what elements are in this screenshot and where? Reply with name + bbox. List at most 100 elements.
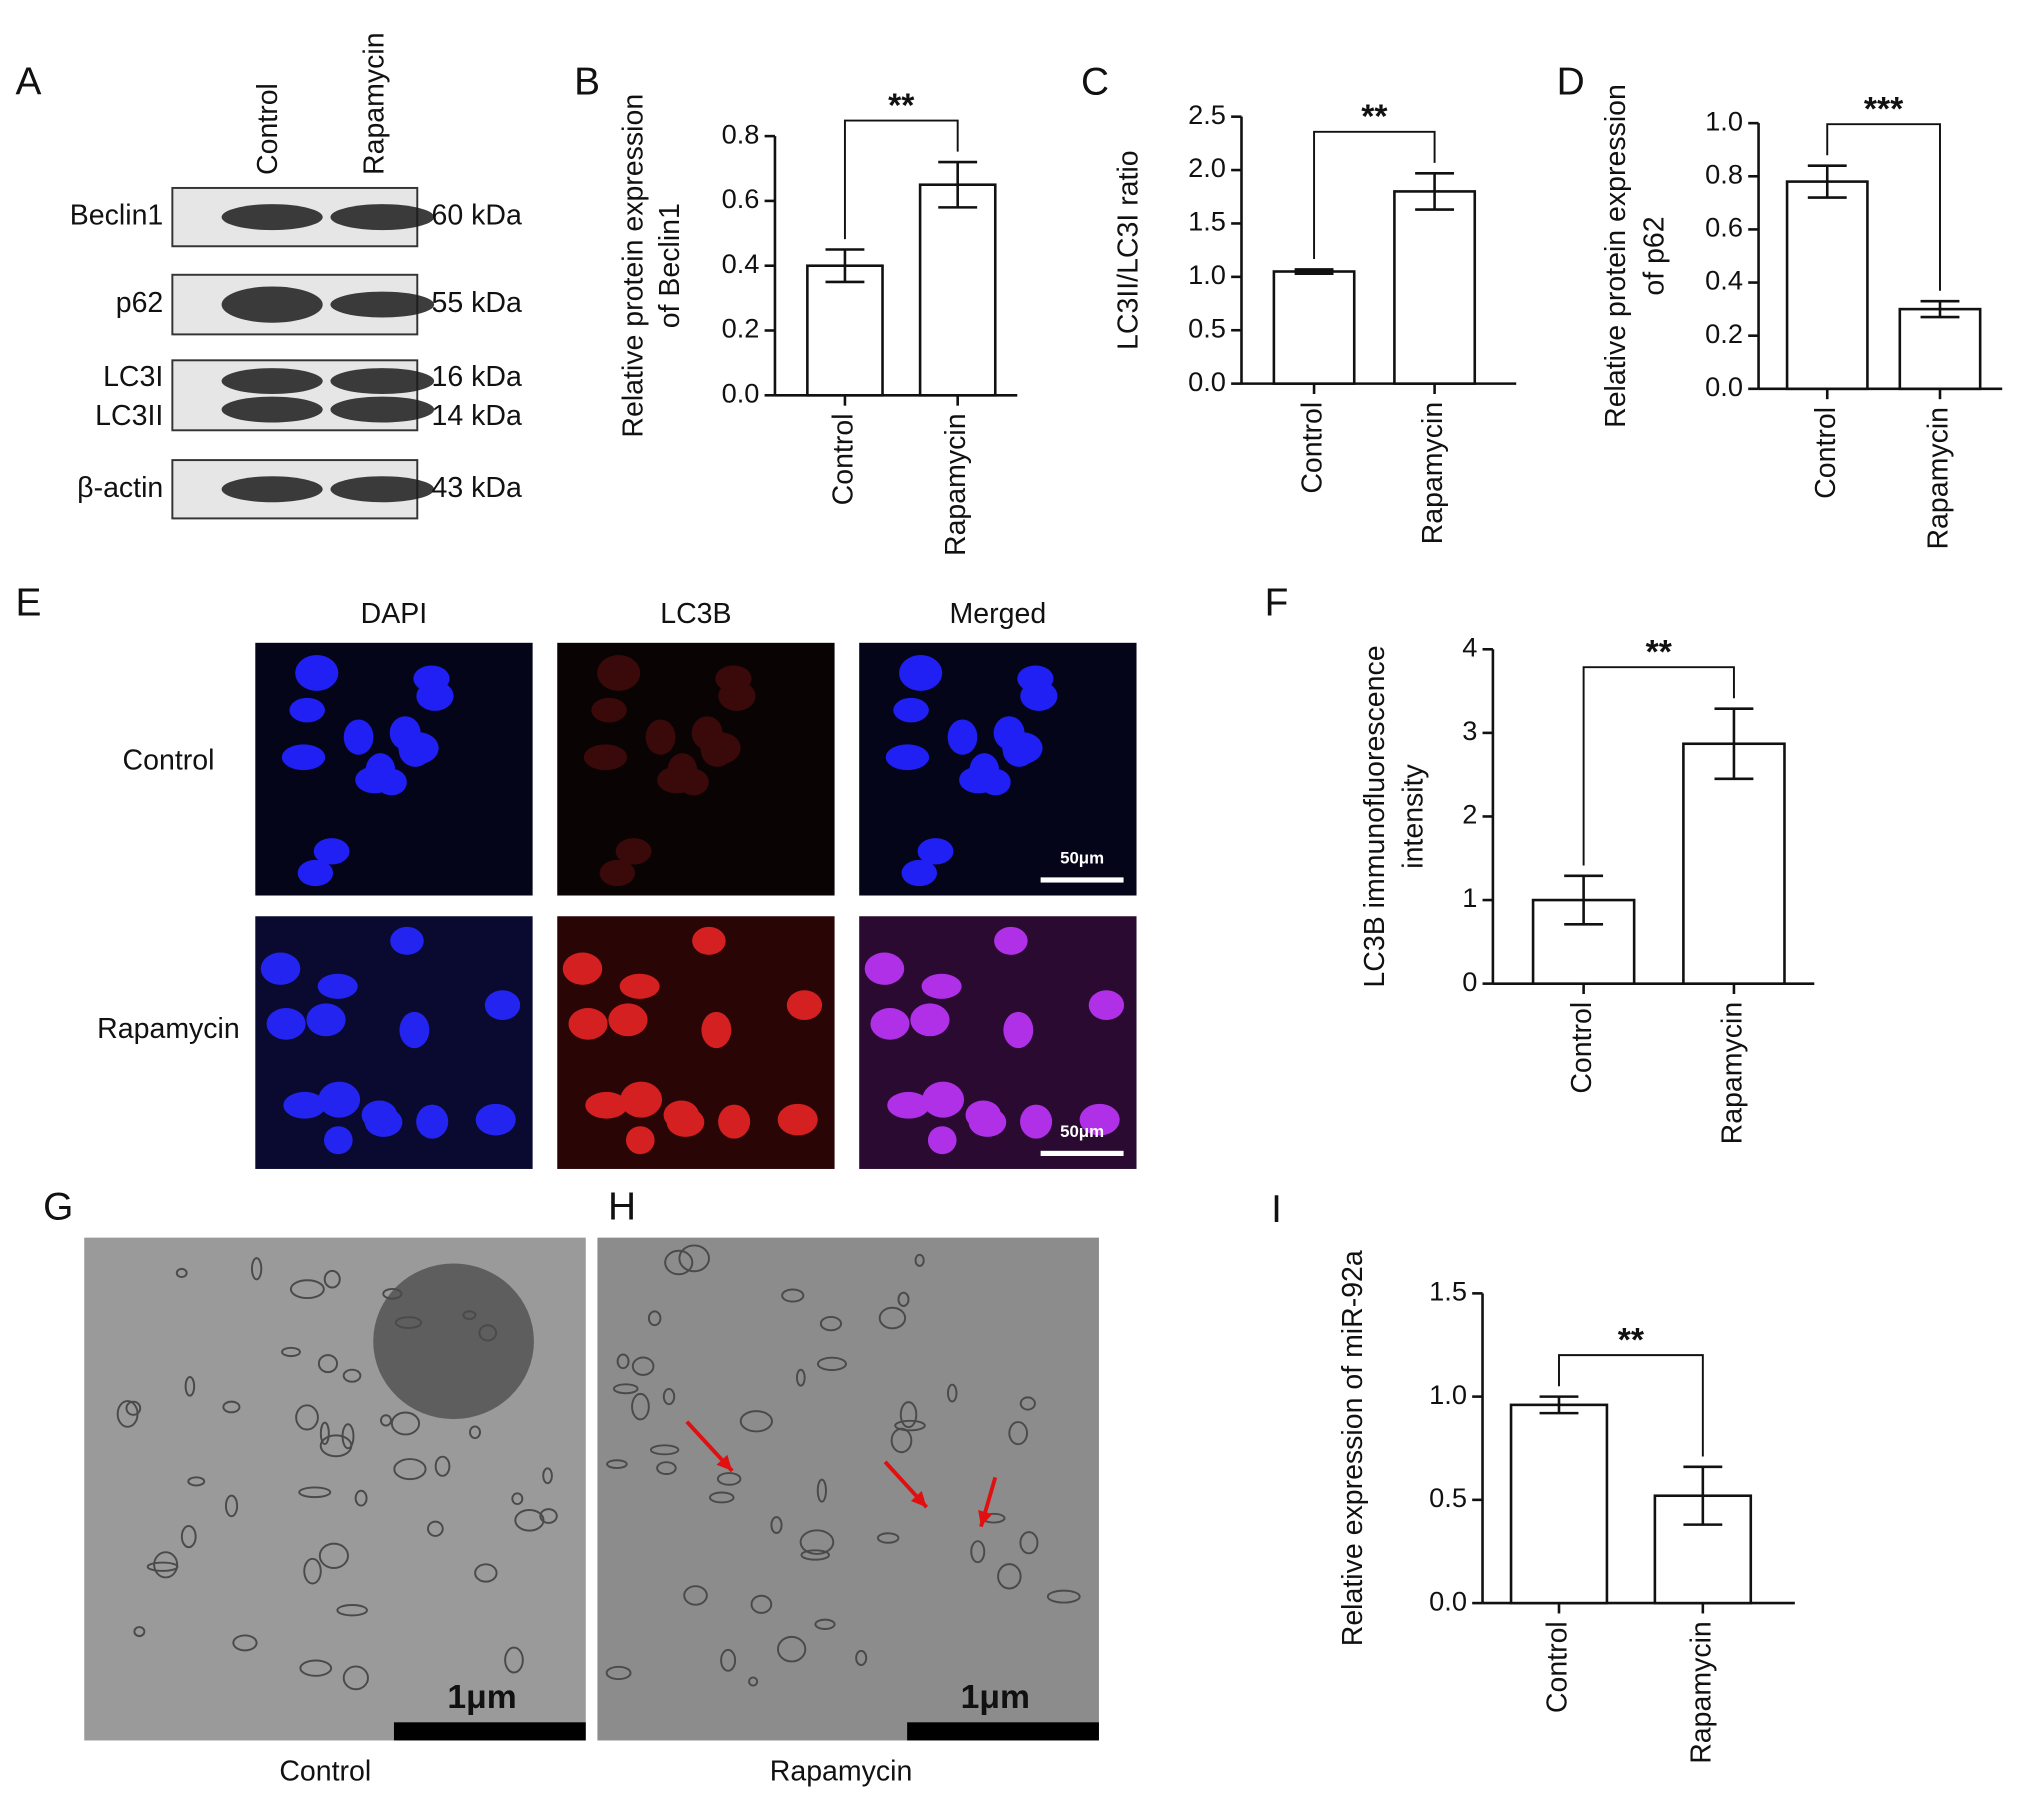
- organelle: [434, 1455, 451, 1477]
- y-tick-label: 1.0: [1429, 1379, 1467, 1410]
- protein-label: LC3I: [103, 361, 163, 393]
- organelle: [878, 1306, 907, 1330]
- organelle: [125, 1400, 142, 1416]
- y-axis-label: of p62: [1639, 216, 1671, 295]
- nucleus: [921, 973, 962, 999]
- organelle: [876, 1532, 900, 1544]
- significance-label: **: [1646, 634, 1673, 671]
- bar: [1393, 190, 1477, 385]
- blot-band: [330, 476, 435, 503]
- organelle: [716, 1472, 742, 1486]
- significance-bracket: [1558, 1354, 1704, 1457]
- organelle: [542, 1467, 553, 1485]
- em-caption: Control: [279, 1755, 371, 1787]
- nucleus: [266, 1007, 306, 1040]
- blot-band: [221, 368, 323, 394]
- significance-bracket: [843, 119, 959, 240]
- organelle: [281, 1346, 301, 1358]
- panel-label: I: [1271, 1188, 1282, 1231]
- organelle: [379, 1414, 392, 1427]
- organelle: [474, 1563, 498, 1583]
- y-axis-label: LC3B immunofluorescence: [1359, 645, 1391, 987]
- protein-label: p62: [116, 287, 164, 319]
- organelle: [605, 1665, 632, 1681]
- y-tick-label: 0.6: [1705, 212, 1743, 243]
- y-tick-label: 0.0: [1429, 1585, 1467, 1616]
- scale-bar-label: 1μm: [447, 1679, 516, 1716]
- organelle: [250, 1257, 263, 1281]
- x-tick-label: Control: [1566, 1002, 1598, 1094]
- organelle: [897, 1291, 910, 1307]
- nucleus: [922, 1081, 965, 1118]
- nucleus: [645, 719, 676, 755]
- organelle: [816, 1478, 827, 1503]
- organelle: [683, 1585, 708, 1606]
- x-tick-label: Control: [827, 413, 859, 505]
- organelle: [814, 1618, 836, 1630]
- organelle: [224, 1494, 239, 1518]
- nucleus: [718, 681, 756, 711]
- organelle: [390, 1411, 421, 1436]
- organelle: [647, 1310, 662, 1327]
- nucleus: [599, 859, 636, 887]
- organelle: [511, 1492, 524, 1506]
- nucleus: [364, 1107, 403, 1137]
- scale-bar-label: 1μm: [961, 1679, 1030, 1716]
- y-tick-label: 0.4: [722, 248, 760, 279]
- organelle: [855, 1649, 868, 1667]
- size-label: 55 kDa: [432, 287, 522, 319]
- organelle: [342, 1368, 362, 1383]
- panel-label: G: [43, 1185, 73, 1228]
- protein-label: LC3II: [95, 400, 163, 432]
- organelle: [354, 1489, 368, 1507]
- organelle: [336, 1604, 368, 1617]
- nucleus: [324, 1126, 353, 1155]
- organelle: [720, 1648, 737, 1672]
- organelle: [462, 1310, 477, 1321]
- blot-band: [221, 396, 323, 423]
- bar: [1785, 180, 1869, 391]
- bar: [806, 264, 884, 397]
- nucleus: [313, 838, 350, 865]
- arrow-head: [910, 1491, 927, 1508]
- nucleus: [283, 1091, 326, 1119]
- panel-label: H: [608, 1185, 636, 1228]
- nucleus: [701, 1011, 732, 1049]
- organelle: [187, 1476, 206, 1487]
- arrow-head: [978, 1510, 993, 1527]
- organelle: [319, 1421, 330, 1446]
- organelle: [342, 1665, 369, 1691]
- y-axis-label: intensity: [1398, 763, 1430, 868]
- organelle: [469, 1425, 481, 1440]
- blot-band: [221, 286, 323, 323]
- nucleus: [295, 655, 339, 691]
- em-caption: Rapamycin: [770, 1755, 913, 1787]
- organelle: [427, 1520, 444, 1537]
- organelle: [894, 1419, 926, 1432]
- y-tick-label: 0.0: [1705, 371, 1743, 402]
- nucleus: [657, 766, 697, 794]
- y-tick-label: 0.8: [1705, 158, 1743, 189]
- if-row-label: Rapamycin: [97, 1013, 240, 1045]
- organelle: [777, 1635, 807, 1663]
- size-label: 14 kDa: [432, 400, 522, 432]
- organelle: [232, 1634, 258, 1652]
- significance-label: **: [888, 88, 915, 125]
- x-tick-label: Control: [1297, 402, 1329, 494]
- organelle: [819, 1315, 843, 1332]
- bar: [1272, 270, 1356, 385]
- scale-bar: [907, 1722, 1099, 1741]
- panel-label: A: [16, 61, 42, 104]
- organelle: [816, 1356, 847, 1372]
- nucleus: [297, 859, 334, 887]
- nucleus: [959, 766, 999, 794]
- organelle: [799, 1529, 835, 1555]
- bar: [1509, 1403, 1609, 1605]
- y-axis-label: Relative protein expression: [618, 94, 650, 438]
- nucleus: [777, 1103, 818, 1136]
- organelle: [800, 1549, 831, 1561]
- x-tick-label: Control: [1810, 407, 1842, 499]
- organelle: [393, 1458, 427, 1481]
- organelle: [946, 1383, 958, 1403]
